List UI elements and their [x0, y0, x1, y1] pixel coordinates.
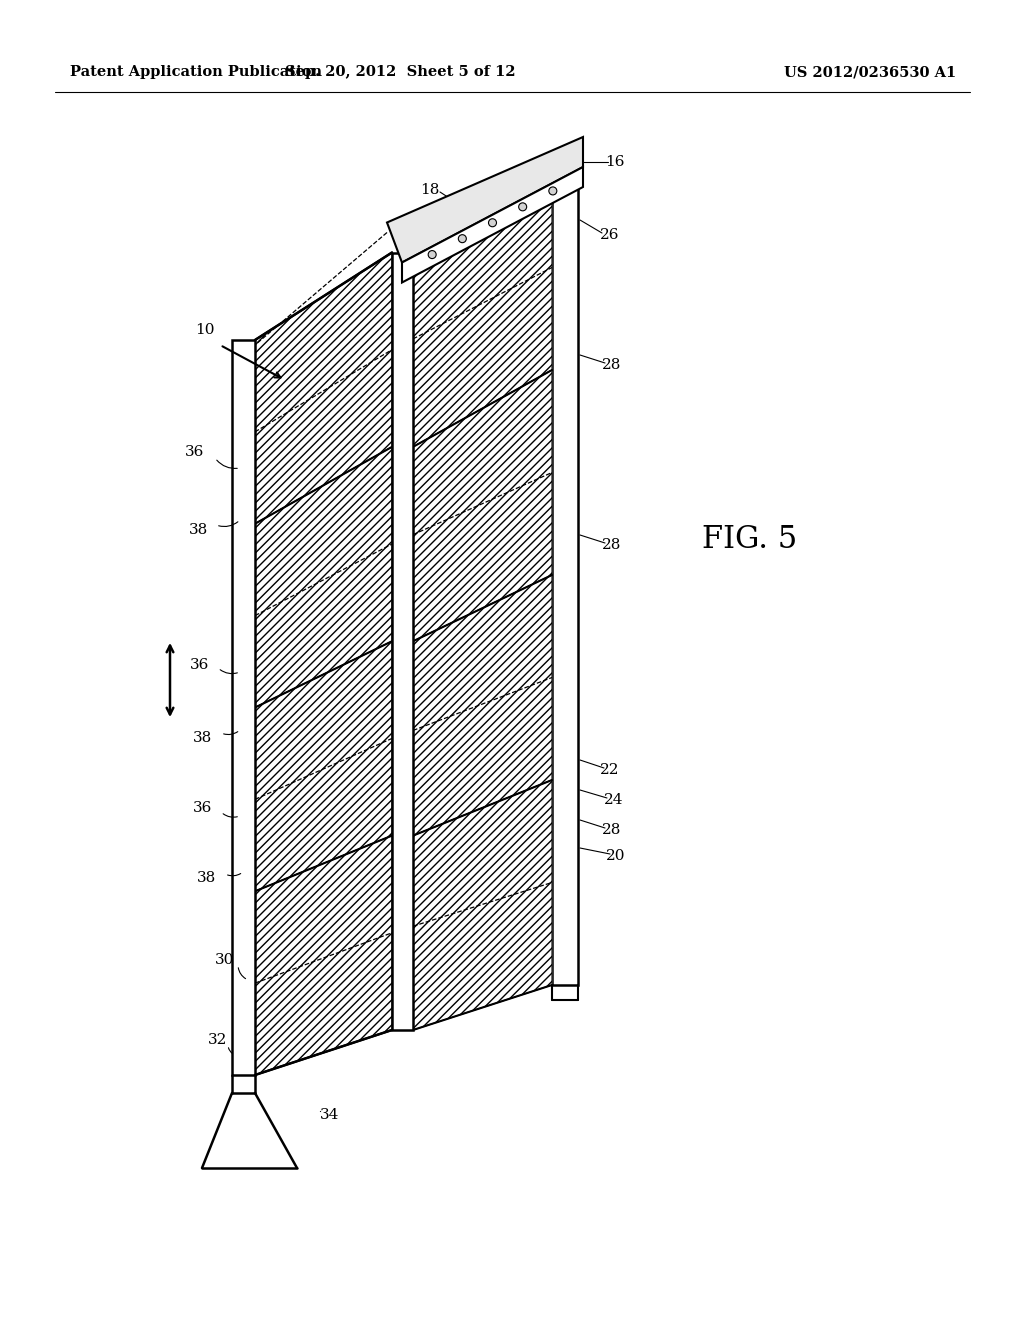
Text: 22: 22	[600, 763, 620, 777]
Polygon shape	[392, 252, 413, 1030]
Circle shape	[488, 219, 497, 227]
Polygon shape	[413, 576, 552, 836]
Polygon shape	[255, 252, 392, 524]
Text: 32: 32	[208, 1034, 227, 1047]
Text: 36: 36	[185, 445, 205, 459]
Text: 24: 24	[604, 793, 624, 807]
Circle shape	[459, 235, 466, 243]
Circle shape	[519, 203, 526, 211]
Text: 36: 36	[190, 657, 210, 672]
Polygon shape	[255, 447, 392, 708]
Polygon shape	[255, 642, 392, 891]
Polygon shape	[255, 836, 392, 1074]
Polygon shape	[413, 370, 552, 642]
Polygon shape	[413, 165, 552, 447]
Polygon shape	[413, 780, 552, 1030]
Polygon shape	[387, 137, 583, 263]
Text: 16: 16	[605, 154, 625, 169]
Text: 28: 28	[602, 358, 622, 372]
Text: Patent Application Publication: Patent Application Publication	[70, 65, 322, 79]
Text: 38: 38	[188, 523, 208, 537]
Text: 10: 10	[196, 323, 215, 337]
Text: US 2012/0236530 A1: US 2012/0236530 A1	[784, 65, 956, 79]
Text: 20: 20	[606, 849, 626, 863]
Polygon shape	[255, 252, 392, 524]
Text: 26: 26	[600, 228, 620, 242]
Text: 18: 18	[420, 183, 439, 197]
Text: 28: 28	[602, 539, 622, 552]
Circle shape	[549, 187, 557, 195]
Polygon shape	[413, 370, 552, 642]
Polygon shape	[402, 168, 583, 282]
Polygon shape	[552, 165, 578, 985]
Text: FIG. 5: FIG. 5	[702, 524, 798, 556]
Text: Sep. 20, 2012  Sheet 5 of 12: Sep. 20, 2012 Sheet 5 of 12	[285, 65, 515, 79]
Circle shape	[428, 251, 436, 259]
Polygon shape	[413, 165, 552, 447]
Polygon shape	[255, 447, 392, 708]
Polygon shape	[413, 780, 552, 1030]
Text: 38: 38	[194, 731, 213, 744]
Polygon shape	[413, 576, 552, 836]
Text: 30: 30	[215, 953, 234, 968]
Polygon shape	[255, 836, 392, 1074]
Text: 28: 28	[602, 822, 622, 837]
Text: 36: 36	[194, 801, 213, 814]
Polygon shape	[232, 341, 255, 1074]
Text: 38: 38	[198, 871, 217, 884]
Text: 34: 34	[321, 1107, 340, 1122]
Polygon shape	[255, 642, 392, 891]
